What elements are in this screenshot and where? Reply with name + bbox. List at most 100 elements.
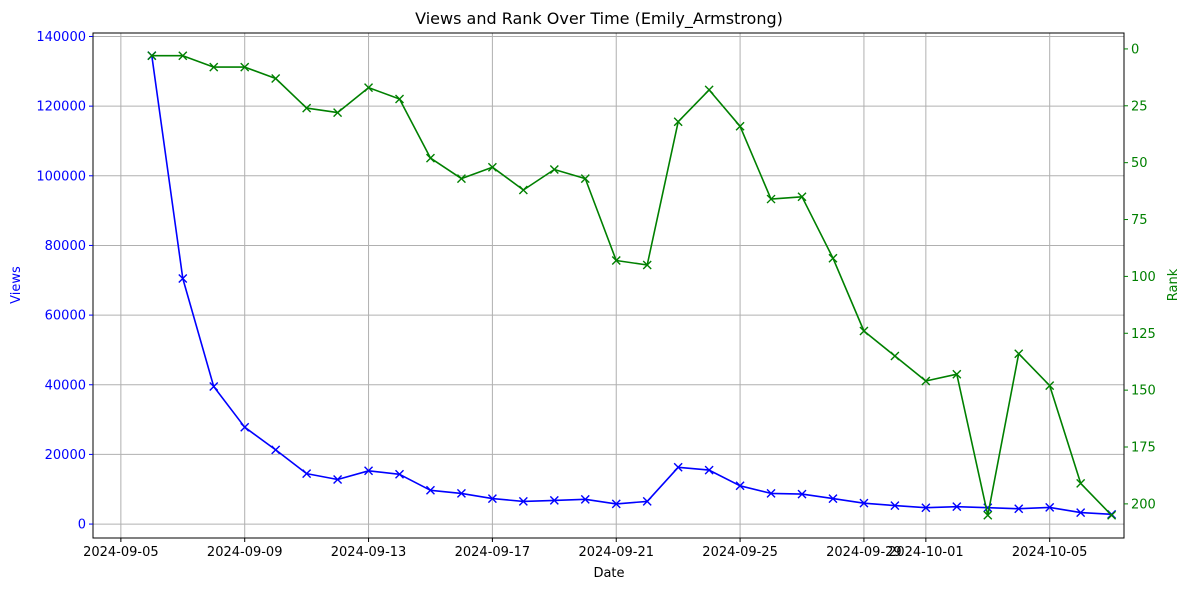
data-point-marker <box>302 103 312 113</box>
data-point-marker <box>209 382 219 391</box>
x-tick-label: 2024-09-29 <box>826 545 902 560</box>
data-point-marker <box>147 51 157 61</box>
data-point-marker <box>487 494 497 504</box>
data-point-marker <box>425 153 435 163</box>
data-point-marker <box>333 474 343 484</box>
data-point-marker <box>797 489 807 499</box>
left-tick-label: 100000 <box>36 169 86 184</box>
left-tick-label: 20000 <box>45 448 86 463</box>
right-tick-label: 200 <box>1131 497 1156 512</box>
data-point-marker <box>271 445 281 455</box>
data-point-marker <box>580 494 590 504</box>
data-point-marker <box>456 488 466 498</box>
series-line <box>151 55 1112 516</box>
data-point-marker <box>983 510 993 520</box>
data-point-marker <box>395 469 405 479</box>
chart-title: Views and Rank Over Time (Emily_Armstron… <box>415 9 783 29</box>
x-tick-label: 2024-09-25 <box>702 545 778 560</box>
data-point-marker <box>487 162 497 172</box>
data-point-marker <box>240 422 250 432</box>
right-tick-label: 150 <box>1131 384 1156 399</box>
data-point-marker <box>1014 504 1024 514</box>
data-point-marker <box>333 108 343 118</box>
series-line <box>151 54 1113 517</box>
data-point-marker <box>1076 478 1086 488</box>
data-point-marker <box>766 488 776 498</box>
data-point-marker <box>178 274 188 284</box>
data-point-marker <box>921 376 931 386</box>
x-axis-ticks: 2024-09-05 2024-09-09 2024-09-13 2024-09-17… <box>83 538 1087 560</box>
x-axis-label: Date <box>593 566 624 581</box>
right-tick-label: 0 <box>1131 42 1139 57</box>
x-tick-label: 2024-10-01 <box>888 545 964 560</box>
data-point-marker <box>364 466 374 476</box>
x-tick-label: 2024-09-21 <box>578 545 654 560</box>
data-point-marker <box>673 117 683 127</box>
data-point-marker <box>1014 349 1024 359</box>
data-point-marker <box>518 496 528 506</box>
data-point-marker <box>704 85 714 95</box>
left-tick-label: 40000 <box>45 378 86 393</box>
right-tick-label: 50 <box>1131 156 1148 171</box>
data-point-marker <box>828 253 838 263</box>
data-point-marker <box>549 495 559 505</box>
plot-frame <box>92 32 1125 539</box>
data-point-marker <box>735 121 745 131</box>
data-point-marker <box>704 465 714 475</box>
x-tick-label: 2024-09-17 <box>455 545 531 560</box>
data-point-marker <box>859 326 869 336</box>
data-point-marker <box>921 503 931 513</box>
right-axis-label: Rank <box>1166 268 1181 301</box>
x-tick-label: 2024-09-09 <box>207 545 283 560</box>
data-point-marker <box>1076 508 1086 518</box>
right-tick-label: 100 <box>1131 270 1156 285</box>
right-tick-label: 125 <box>1131 327 1156 342</box>
data-point-marker <box>642 260 652 270</box>
data-point-marker <box>952 502 962 512</box>
x-tick-label: 2024-09-05 <box>83 545 159 560</box>
left-axis-series <box>147 51 1117 519</box>
grid-lines <box>93 33 1124 538</box>
data-point-marker <box>735 481 745 491</box>
right-axis-series <box>147 51 1117 520</box>
data-point-marker <box>456 174 466 184</box>
data-point-marker <box>642 496 652 506</box>
x-tick-label: 2024-09-13 <box>331 545 407 560</box>
data-point-marker <box>425 485 435 495</box>
data-point-marker <box>952 369 962 379</box>
left-axis-label: Views <box>9 266 24 304</box>
data-point-marker <box>549 164 559 174</box>
data-point-marker <box>209 62 219 72</box>
left-tick-label: 120000 <box>36 100 86 115</box>
data-point-marker <box>859 498 869 508</box>
data-point-marker <box>271 74 281 83</box>
data-point-marker <box>611 255 621 265</box>
data-point-marker <box>1045 502 1055 512</box>
data-point-marker <box>797 192 807 202</box>
left-tick-label: 140000 <box>36 30 86 45</box>
data-point-marker <box>1045 381 1055 391</box>
data-point-marker <box>518 185 528 195</box>
data-point-marker <box>178 51 188 61</box>
data-point-marker <box>395 94 405 104</box>
data-point-marker <box>1107 510 1117 520</box>
data-point-marker <box>240 62 250 72</box>
data-point-marker <box>580 174 590 184</box>
left-tick-label: 60000 <box>45 309 86 324</box>
series-layer <box>147 51 1117 520</box>
left-tick-label: 80000 <box>45 239 86 254</box>
data-point-marker <box>766 194 776 204</box>
x-tick-label: 2024-10-05 <box>1012 545 1088 560</box>
left-tick-label: 0 <box>78 518 86 533</box>
right-tick-label: 75 <box>1131 213 1148 228</box>
right-axis-ticks: 0 25 50 75 100 125 150 175 200 <box>1124 42 1156 512</box>
data-point-marker <box>890 501 900 511</box>
left-axis-ticks: 0 20000 40000 60000 80000 100000 120000 140000 <box>36 30 93 533</box>
right-tick-label: 25 <box>1131 99 1148 114</box>
data-point-marker <box>611 499 621 509</box>
data-point-marker <box>364 83 374 93</box>
data-point-marker <box>302 469 312 479</box>
data-point-marker <box>890 351 900 361</box>
